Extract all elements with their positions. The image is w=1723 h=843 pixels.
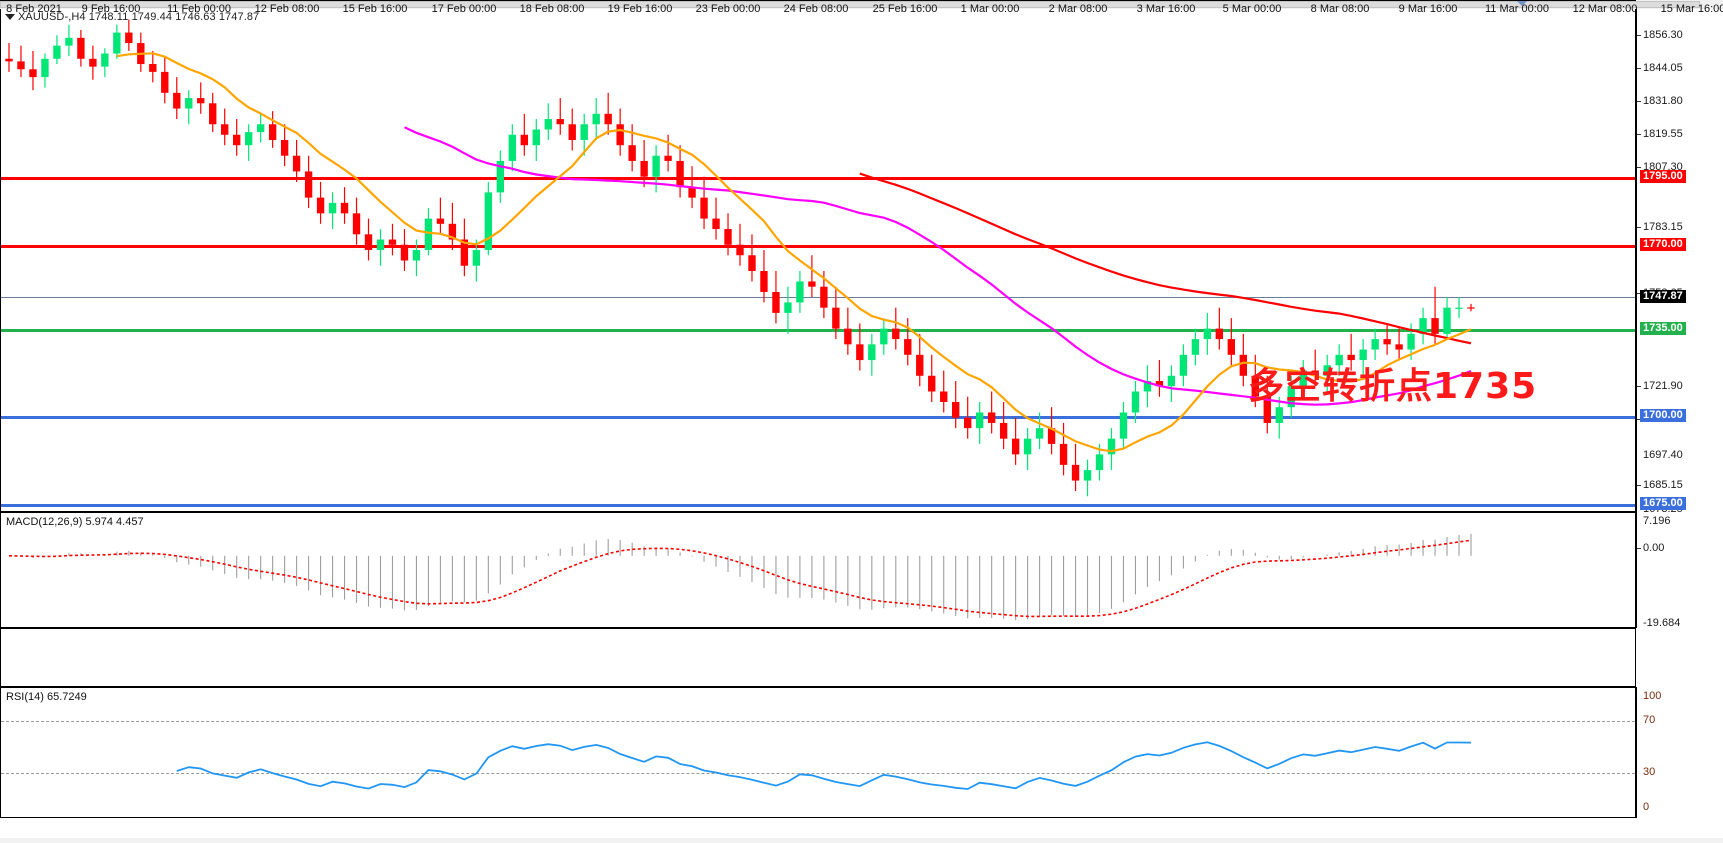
scroll-position-icon [1516,0,1528,6]
price-tick: 1685.15 [1637,479,1683,491]
rsi-tick: 30 [1643,766,1656,778]
macd-tick: 7.196 [1643,515,1671,527]
macd-lower-spacer [0,628,1636,687]
price-tick: 1697.40 [1643,449,1683,461]
macd-series [8,533,1472,621]
price-label-1700: 1700.00 [1640,409,1686,422]
rsi-tick: 0 [1643,801,1650,813]
time-axis-label: 15 Feb 16:00 [342,3,408,15]
price-tick: 1819.55 [1637,128,1683,140]
price-tick: 1783.15 [1637,221,1683,233]
price-label-1747: 1747.87 [1640,290,1686,303]
rsi-oversold-line [1,773,1635,774]
macd-panel[interactable]: MACD(12,26,9) 5.974 4.457 [0,512,1636,628]
macd-title: MACD(12,26,9) 5.974 4.457 [6,516,144,528]
time-axis-label: 17 Feb 00:00 [431,3,497,15]
price-tick: 1856.30 [1637,29,1683,41]
rsi-overbought-line [1,721,1635,722]
candlestick-series [5,19,1475,497]
time-axis-label: 11 Feb 00:00 [166,3,232,15]
time-axis-label: 23 Feb 00:00 [695,3,761,15]
triangle-down-icon[interactable] [5,14,15,20]
time-axis-label: 12 Mar 08:00 [1572,3,1638,15]
time-axis-label: 9 Feb 16:00 [81,3,141,15]
scrollbar-thumb[interactable] [0,1,1700,8]
level-1770-line [1,245,1635,248]
price-label-1770: 1770.00 [1640,238,1686,251]
macd-axis: 7.196 0.00 -19.684 [1636,512,1723,629]
macd-tick: 0.00 [1636,542,1665,554]
price-tick: 1844.05 [1637,62,1683,74]
price-label-1675: 1675.00 [1640,497,1686,510]
status-strip [0,838,1723,843]
time-axis-label: 25 Feb 16:00 [872,3,938,15]
level-1675-line [1,504,1635,507]
rsi-title: RSI(14) 65.7249 [6,691,87,703]
time-axis-label: 18 Feb 08:00 [519,3,585,15]
time-axis-label: 12 Feb 08:00 [254,3,320,15]
time-axis-label: 3 Mar 16:00 [1136,3,1196,15]
time-axis-rule [0,0,1636,1]
macd-tick: -19.684 [1643,617,1681,629]
time-axis-label: 1 Mar 00:00 [960,3,1020,15]
time-axis-label: 8 Mar 08:00 [1310,3,1370,15]
time-axis-label: 5 Mar 00:00 [1222,3,1282,15]
chart-title: XAUUSD-,H4 1748.11 1749.44 1746.63 1747.… [18,11,260,23]
time-axis-label: 24 Feb 08:00 [783,3,849,15]
annotation-text: 多空转折点1735 [1248,366,1538,407]
time-axis-label: 15 Mar 16:00 [1660,3,1723,15]
time-axis-label: 19 Feb 16:00 [607,3,673,15]
rsi-panel[interactable]: RSI(14) 65.7249 [0,687,1636,818]
level-1700-line [1,416,1635,419]
price-tick: 1831.80 [1637,95,1683,107]
price-label-1795: 1795.00 [1640,170,1686,183]
rsi-tick: 100 [1643,690,1662,702]
time-axis-label: 2 Mar 08:00 [1048,3,1108,15]
price-tick: 1721.90 [1637,380,1683,392]
level-1747-line [1,297,1635,298]
level-1795-line [1,177,1635,180]
level-1735-line [1,329,1635,332]
rsi-tick: 70 [1643,714,1656,726]
time-axis-label: 9 Mar 16:00 [1398,3,1458,15]
price-label-1735: 1735.00 [1640,322,1686,335]
price-axis[interactable]: 1856.30 1844.05 1831.80 1819.55 1807.30 … [1636,9,1723,515]
rsi-axis: 100 70 30 0 [1636,687,1723,818]
rsi-series [176,741,1472,790]
time-axis-label: 8 Feb 2021 [6,3,62,15]
price-chart-panel[interactable]: XAUUSD-,H4 1748.11 1749.44 1746.63 1747.… [0,9,1636,512]
time-axis-label: 11 Mar 00:00 [1484,3,1550,15]
